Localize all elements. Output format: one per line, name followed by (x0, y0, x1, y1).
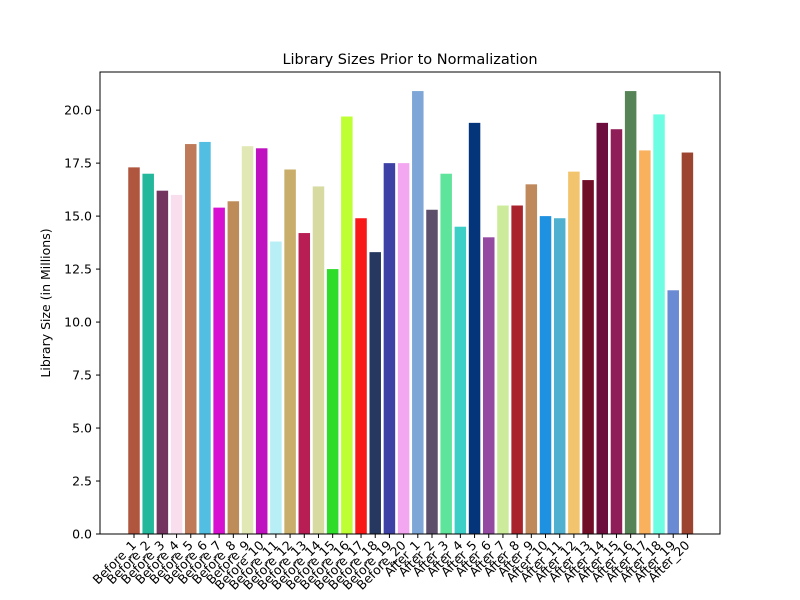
bar-before-15 (326, 269, 339, 534)
bar-before-17 (355, 218, 367, 535)
bar-after-7 (497, 205, 509, 534)
y-tick-label: 10.0 (64, 315, 92, 330)
bar-before-8 (227, 201, 240, 534)
bar-before-12 (284, 169, 296, 535)
bar-before-4 (170, 194, 183, 535)
bar-after-20 (681, 152, 694, 534)
y-axis: 0.0 2.5 5.0 7.5 10.0 12.5 15.0 17.5 20.0 (64, 103, 100, 542)
bar-before-6 (199, 141, 211, 534)
y-axis-label: Library Size (in Millions) (38, 228, 53, 377)
y-tick-label: 2.5 (72, 474, 92, 489)
bar-after-13 (582, 180, 594, 534)
bar-after-17 (639, 150, 651, 534)
bar-after-5 (468, 122, 481, 535)
chart-title: Library Sizes Prior to Normalization (282, 52, 537, 68)
bar-before-14 (312, 186, 325, 534)
y-tick-label: 7.5 (72, 368, 92, 383)
bar-after-8 (511, 205, 523, 534)
bar-before-16 (341, 116, 353, 534)
y-tick-label: 12.5 (64, 262, 92, 277)
y-tick-label: 20.0 (64, 103, 92, 118)
bar-after-18 (653, 114, 665, 534)
bar-before-10 (255, 148, 268, 535)
bar-before-11 (270, 241, 282, 535)
bar-after-9 (525, 184, 538, 534)
bar-before-13 (298, 233, 311, 534)
bar-after-11 (553, 218, 566, 535)
bar-after-12 (568, 171, 580, 535)
bar-before-19 (383, 163, 396, 534)
bar-before-20 (397, 163, 410, 534)
bar-after-14 (596, 122, 609, 535)
y-tick-label: 17.5 (64, 156, 92, 171)
bar-before-5 (185, 144, 197, 534)
bar-before-2 (142, 173, 154, 534)
bar-after-19 (667, 290, 679, 534)
y-tick-label: 15.0 (64, 209, 92, 224)
bar-after-1 (412, 91, 424, 534)
bar-after-10 (539, 216, 552, 535)
bar-after-15 (610, 129, 623, 534)
bar-before-3 (156, 190, 169, 534)
bar-before-1 (128, 167, 140, 534)
bar-after-4 (454, 226, 467, 534)
y-tick-label: 0.0 (72, 527, 92, 542)
bar-after-6 (483, 237, 495, 535)
bar-before-7 (213, 207, 225, 534)
plot-frame (99, 71, 721, 535)
bar-after-3 (440, 173, 452, 534)
bar-before-18 (369, 252, 381, 534)
bars-group (128, 91, 694, 535)
bar-after-2 (426, 209, 438, 534)
bar-after-16 (624, 91, 637, 534)
bar-before-9 (241, 146, 254, 535)
y-tick-label: 5.0 (72, 421, 92, 436)
